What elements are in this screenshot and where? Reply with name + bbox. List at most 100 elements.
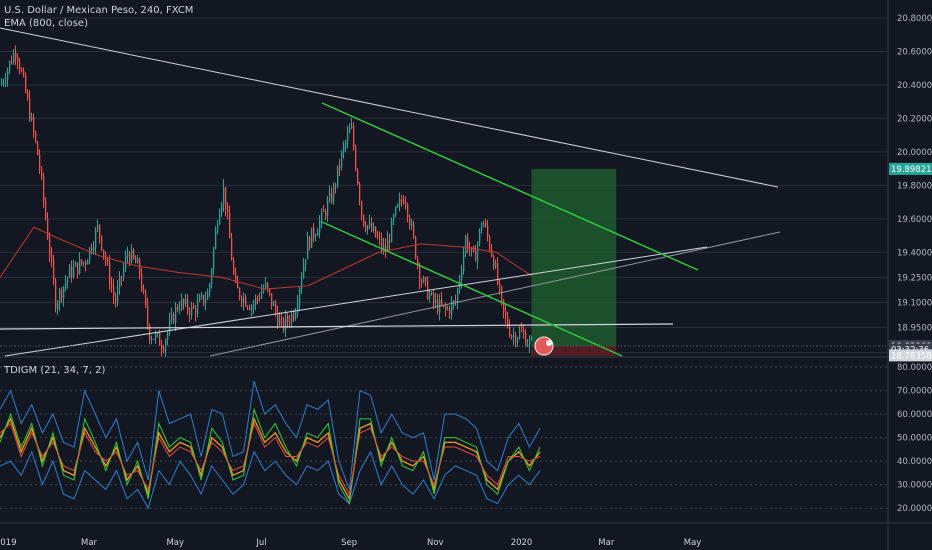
candle-body xyxy=(193,306,195,309)
candle-body xyxy=(123,267,125,278)
candle-body xyxy=(517,337,519,343)
candle-body xyxy=(513,335,515,337)
candle-body xyxy=(285,315,287,330)
candle-body xyxy=(25,75,27,93)
oscillator-series-line xyxy=(0,407,541,506)
candle-body xyxy=(61,290,63,299)
candle-body xyxy=(107,261,109,263)
candle-body xyxy=(23,71,25,76)
candle-body xyxy=(207,293,209,300)
candle-body xyxy=(325,211,327,216)
candle-body xyxy=(473,247,475,252)
candle-body xyxy=(305,258,307,266)
candle-body xyxy=(191,306,193,316)
time-tick-label: May xyxy=(684,538,702,548)
candle-body xyxy=(425,277,427,280)
candle-body xyxy=(39,155,41,169)
candle-body xyxy=(67,277,69,283)
candle-body xyxy=(187,298,189,311)
candle-body xyxy=(405,203,407,205)
candle-body xyxy=(287,315,289,322)
candle-body xyxy=(173,314,175,324)
candle-body xyxy=(133,249,135,258)
candle-body xyxy=(19,61,21,70)
candle-body xyxy=(289,321,291,323)
candle-body xyxy=(181,299,183,309)
candle-body xyxy=(477,243,479,262)
candle-body xyxy=(283,319,285,330)
candle-body xyxy=(497,263,499,284)
candle-body xyxy=(315,235,317,238)
candle-body xyxy=(451,302,453,314)
candle-body xyxy=(525,333,527,347)
candle-body xyxy=(153,338,155,340)
candle-body xyxy=(495,263,497,268)
candle-body xyxy=(79,259,81,274)
candle-body xyxy=(469,249,471,251)
candle-body xyxy=(445,305,447,310)
candle-body xyxy=(297,303,299,313)
candle-body xyxy=(201,294,203,298)
candle-body xyxy=(145,291,147,306)
price-tick-label: 19.60000 xyxy=(897,215,932,225)
candle-body xyxy=(231,238,233,261)
candle-body xyxy=(47,218,49,239)
candle-body xyxy=(15,53,17,57)
oscillator-series-line xyxy=(0,381,541,490)
time-tick-label: Jul xyxy=(255,538,266,548)
candle-body xyxy=(239,288,241,298)
oscillator-tick-label: 50.00000 xyxy=(897,434,932,444)
ema-study-label: EMA (800, close) xyxy=(4,18,88,29)
candle-body xyxy=(353,125,355,148)
candle-body xyxy=(5,80,7,83)
candle-body xyxy=(27,92,29,98)
candle-body xyxy=(461,271,463,281)
candle-body xyxy=(437,299,439,313)
candle-body xyxy=(481,226,483,230)
candle-body xyxy=(223,187,225,205)
candle-body xyxy=(383,245,385,249)
candle-body xyxy=(369,222,371,226)
candle-body xyxy=(427,279,429,299)
price-tick-label: 19.40000 xyxy=(897,248,932,258)
time-tick-label: Nov xyxy=(427,538,444,548)
candle-body xyxy=(429,294,431,299)
oscillator-tick-label: 30.00000 xyxy=(897,481,932,491)
candle-body xyxy=(157,333,159,335)
candle-body xyxy=(211,269,213,285)
candle-body xyxy=(235,272,237,282)
candle-body xyxy=(263,287,265,292)
tdigm-study-label: TDIGM (21, 34, 7, 2) xyxy=(4,365,106,376)
candle-body xyxy=(43,176,45,201)
candle-body xyxy=(265,282,267,288)
candle-body xyxy=(399,199,401,205)
candle-body xyxy=(507,316,509,327)
candle-body xyxy=(241,297,243,303)
time-tick-label: Sep xyxy=(341,538,357,548)
candle-body xyxy=(31,116,33,120)
secondary-support-line xyxy=(209,231,781,357)
candle-body xyxy=(519,330,521,338)
candle-body xyxy=(119,276,121,288)
price-tag xyxy=(889,162,932,175)
candle-body xyxy=(419,264,421,282)
candle-body xyxy=(329,192,331,201)
candle-body xyxy=(115,296,117,302)
candle-body xyxy=(3,82,5,84)
candle-body xyxy=(59,290,61,304)
candle-body xyxy=(307,237,309,259)
candle-body xyxy=(185,298,187,304)
candle-body xyxy=(373,226,375,231)
candle-body xyxy=(363,214,365,226)
candle-body xyxy=(247,306,249,308)
candle-body xyxy=(195,308,197,314)
price-tick-label: 19.25000 xyxy=(897,273,932,283)
candle-body xyxy=(63,286,65,299)
time-tick-label: May xyxy=(166,538,184,548)
candle-body xyxy=(121,276,123,278)
oscillator-tick-label: 70.00000 xyxy=(897,387,932,397)
candle-body xyxy=(499,283,501,287)
candle-body xyxy=(169,320,171,333)
candle-body xyxy=(449,308,451,314)
